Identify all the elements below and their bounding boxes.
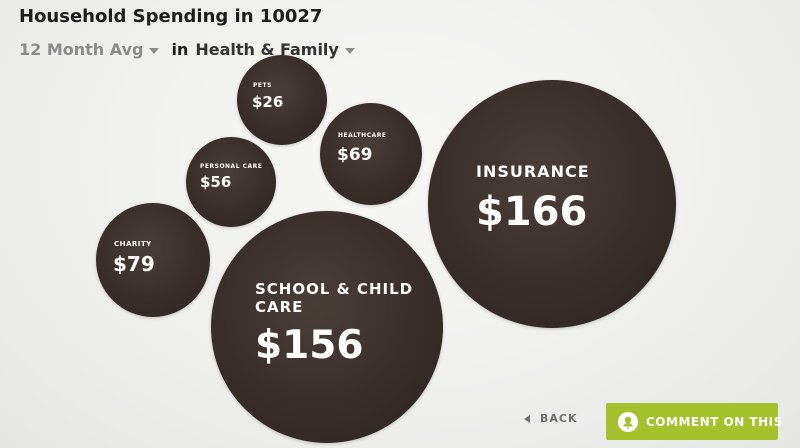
caret-down-icon xyxy=(344,47,355,54)
filter-connector: in xyxy=(171,40,189,59)
bubble-value: $166 xyxy=(476,189,588,235)
bubble-label: CHARITY xyxy=(114,240,152,248)
category-dropdown-label: Health & Family xyxy=(195,40,339,59)
bubble-insurance[interactable]: INSURANCE $166 xyxy=(428,80,676,328)
comment-button[interactable]: COMMENT ON THIS xyxy=(606,403,782,440)
bubble-label: PETS xyxy=(253,82,272,89)
bubble-school-child-care[interactable]: SCHOOL & CHILD CARE $156 xyxy=(211,211,443,443)
bubble-pets[interactable]: PETS $26 xyxy=(237,55,327,145)
bubble-label: CARE xyxy=(255,298,304,316)
back-arrow-icon xyxy=(524,414,530,423)
bubble-label: HEALTHCARE xyxy=(338,132,387,139)
bubble-personal-care[interactable]: PERSONAL CARE $56 xyxy=(186,137,276,227)
bubble-healthcare[interactable]: HEALTHCARE $69 xyxy=(320,103,422,205)
back-button[interactable]: BACK xyxy=(524,412,578,425)
comment-icon xyxy=(618,411,638,432)
bubble-label: PERSONAL CARE xyxy=(200,163,263,170)
bubble-value: $26 xyxy=(252,93,284,111)
bubble-label: SCHOOL & CHILD xyxy=(255,280,414,298)
bubble-value: $56 xyxy=(200,173,232,191)
period-dropdown-label: 12 Month Avg xyxy=(19,40,144,59)
bubble-charity[interactable]: CHARITY $79 xyxy=(96,203,210,317)
bubble-value: $156 xyxy=(255,323,364,368)
bubble-label: INSURANCE xyxy=(476,162,590,181)
comment-label: COMMENT ON THIS xyxy=(646,414,783,429)
bubble-value: $79 xyxy=(113,252,155,276)
bubble-value: $69 xyxy=(337,145,373,165)
caret-down-icon xyxy=(149,47,160,54)
back-label: BACK xyxy=(540,412,578,425)
filter-row: 12 Month Avg in Health & Family xyxy=(19,40,355,59)
period-dropdown[interactable]: 12 Month Avg xyxy=(19,40,160,59)
page-title: Household Spending in 10027 xyxy=(19,6,323,27)
category-dropdown[interactable]: Health & Family xyxy=(195,40,355,59)
